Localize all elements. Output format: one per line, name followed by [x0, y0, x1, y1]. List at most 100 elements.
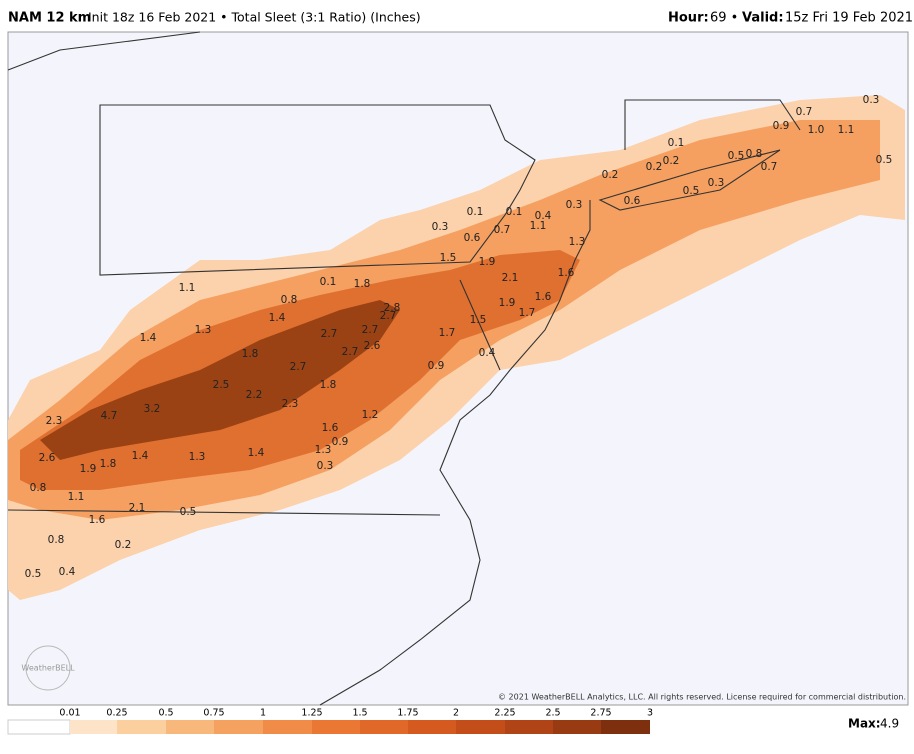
value-label: 0.4 [535, 210, 552, 222]
value-label: 1.8 [354, 278, 371, 290]
value-label: 0.4 [59, 566, 76, 578]
sleet-swath [8, 95, 905, 600]
value-label: 1.9 [479, 256, 496, 268]
value-label: 0.9 [773, 120, 790, 132]
value-label: 2.8 [384, 302, 401, 314]
value-label: 1.1 [530, 220, 547, 232]
value-label: 1.8 [320, 379, 337, 391]
colorbar-cell [553, 720, 601, 734]
value-label: 0.8 [746, 148, 763, 160]
value-label: 0.7 [761, 161, 778, 173]
value-label: 0.1 [506, 206, 523, 218]
colorbar-cell [7, 719, 71, 735]
value-label: 1.3 [189, 451, 206, 463]
value-label: 2.5 [213, 379, 230, 391]
colorbar-cell [360, 720, 408, 734]
value-label: 1.6 [89, 514, 106, 526]
value-label: 1.3 [195, 324, 212, 336]
value-label: 2.3 [282, 398, 299, 410]
value-label: 0.3 [317, 460, 334, 472]
value-label: 0.8 [48, 534, 65, 546]
value-label: 1.3 [315, 444, 332, 456]
value-label: 1.4 [248, 447, 265, 459]
value-label: 1.7 [439, 327, 456, 339]
colorbar-cell [263, 720, 312, 734]
value-label: 0.7 [796, 106, 813, 118]
colorbar-label: 2 [453, 708, 459, 719]
value-label: 2.7 [321, 328, 338, 340]
value-label: 2.7 [362, 324, 379, 336]
colorbar-cell [601, 720, 650, 734]
value-label: 0.3 [708, 177, 725, 189]
value-label: 2.3 [46, 415, 63, 427]
value-label: 1.7 [519, 307, 536, 319]
value-label: 1.0 [808, 124, 825, 136]
value-label: 0.3 [863, 94, 880, 106]
value-label: 0.5 [683, 185, 700, 197]
value-label: 1.6 [535, 291, 552, 303]
value-label: 0.6 [464, 232, 481, 244]
value-label: 1.8 [242, 348, 259, 360]
copyright: © 2021 WeatherBELL Analytics, LLC. All r… [498, 693, 906, 702]
colorbar-cell [456, 720, 505, 734]
value-labels: 0.1 1.81.10.81.31.41.42.82.72.7 2.72.62.71… [25, 94, 893, 580]
value-label: 1.8 [100, 458, 117, 470]
value-label: 0.2 [602, 169, 619, 181]
value-label: 0.9 [428, 360, 445, 372]
value-label: 1.6 [322, 422, 339, 434]
value-label: 0.6 [624, 195, 641, 207]
colorbar-cell [70, 720, 117, 734]
max-label: Max: [848, 717, 881, 731]
value-label: 0.2 [115, 539, 132, 551]
boundaries [7, 31, 801, 706]
colorbar-label: 1.5 [352, 708, 367, 719]
value-label: 4.7 [101, 410, 118, 422]
value-label: 1.9 [80, 463, 97, 475]
value-label: 1.5 [470, 314, 487, 326]
colorbar-cell [505, 720, 553, 734]
value-label: 1.4 [140, 332, 157, 344]
value-label: 1.4 [269, 312, 286, 324]
value-label: 1.1 [179, 282, 196, 294]
value-label: 1.3 [569, 236, 586, 248]
value-label: 1.6 [558, 267, 575, 279]
value-label: 2.6 [364, 340, 381, 352]
colorbar-label: 1.25 [301, 708, 322, 719]
value-label: 0.4 [479, 347, 496, 359]
colorbar-label: 1.75 [397, 708, 418, 719]
value-label: 1.2 [362, 409, 379, 421]
value-label: 0.1 [467, 206, 484, 218]
value-label: 2.1 [502, 272, 519, 284]
value-label: 2.6 [39, 452, 56, 464]
value-label: 1.1 [838, 124, 855, 136]
hour-label: Hour: [668, 11, 709, 26]
colorbar-label: 1 [260, 708, 266, 719]
value-label: 0.3 [566, 199, 583, 211]
value-label: 1.9 [499, 297, 516, 309]
colorbar-label: 0.75 [203, 708, 224, 719]
value-label: 0.5 [25, 568, 42, 580]
colorbar: 0.01 0.25 0.5 0.75 1 1.25 1.5 1.75 2 2.25 2.5 2.75 3 [7, 708, 653, 735]
colorbar-label: 2.25 [494, 708, 515, 719]
colorbar-cell [312, 720, 360, 734]
value-label: 0.5 [876, 154, 893, 166]
value-label: 0.8 [30, 482, 47, 494]
colorbar-label: 0.5 [158, 708, 173, 719]
colorbar-label: 2.5 [545, 708, 560, 719]
valid-value: 15z Fri 19 Feb 2021 [785, 11, 913, 26]
watermark-logo [25, 645, 71, 691]
value-label: 0.5 [180, 506, 197, 518]
value-label: 0.1 [668, 137, 685, 149]
description: Init 18z 16 Feb 2021 • Total Sleet (3:1 … [88, 10, 421, 25]
value-label: 3.2 [144, 403, 161, 415]
value-label: 2.7 [380, 310, 397, 322]
hour-value: 69 • [710, 11, 738, 26]
colorbar-cell [214, 720, 263, 734]
value-label: 0.1 [320, 276, 337, 288]
value-label: 0.7 [494, 224, 511, 236]
value-label: 0.9 [332, 436, 349, 448]
colorbar-cell [117, 720, 166, 734]
max-value: 4.9 [880, 717, 899, 731]
colorbar-label: 2.75 [590, 708, 611, 719]
